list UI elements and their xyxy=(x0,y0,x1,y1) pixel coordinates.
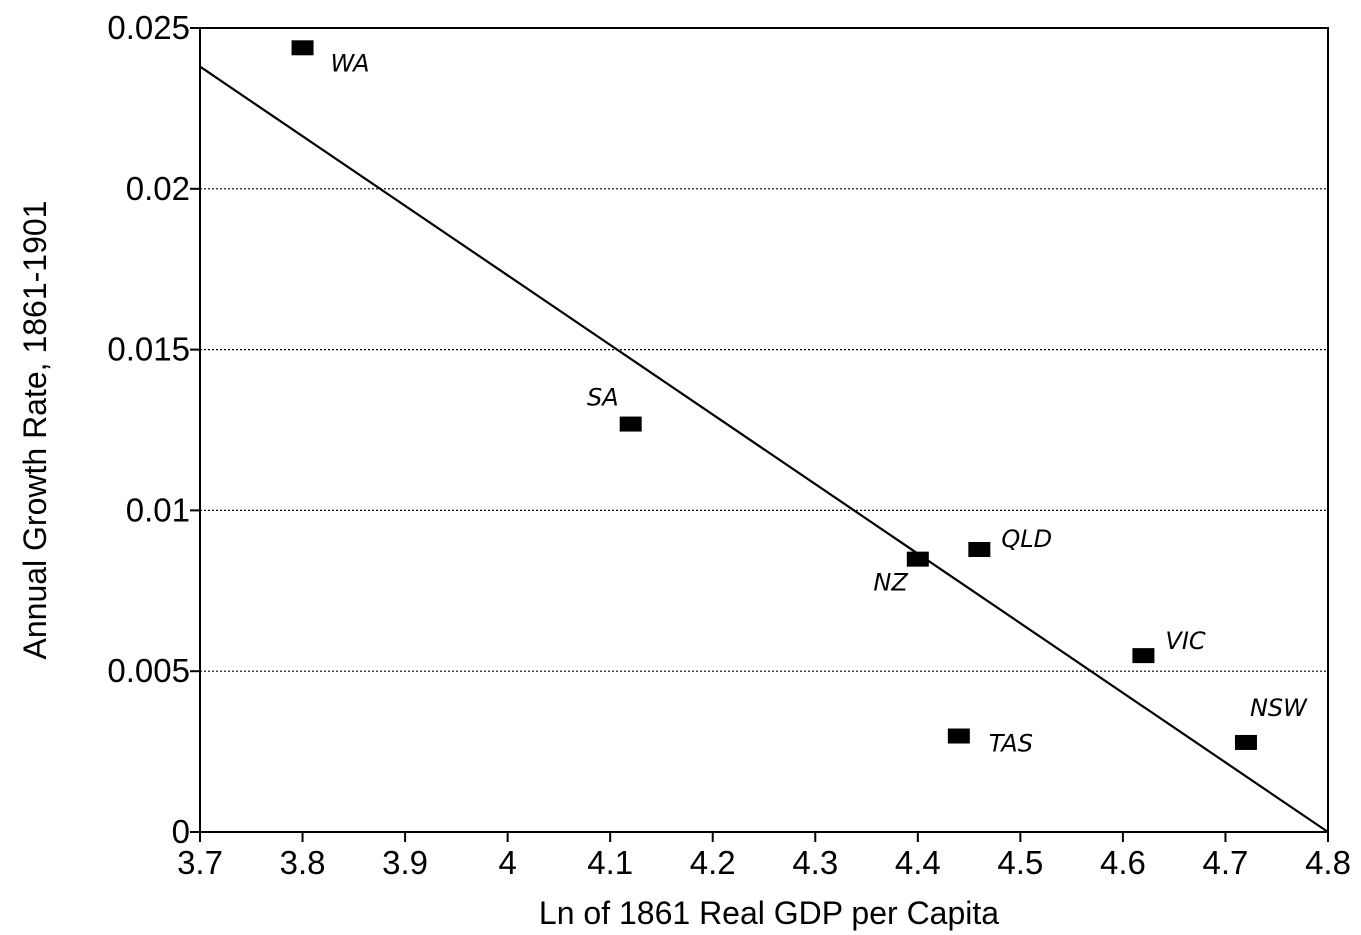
data-point-marker xyxy=(968,541,991,557)
x-tick-label: 4 xyxy=(498,844,516,881)
data-point-label: VIC xyxy=(1165,627,1205,655)
data-point-label: NZ xyxy=(873,569,908,597)
data-point-label: TAS xyxy=(989,730,1033,758)
y-axis-title: Annual Growth Rate, 1861-1901 xyxy=(17,201,53,660)
x-tick-label: 4.3 xyxy=(792,844,838,881)
x-tick-label: 4.6 xyxy=(1100,844,1146,881)
data-point-marker xyxy=(906,551,929,567)
data-point-label: QLD xyxy=(1001,525,1052,553)
axis-ticks: 0 0.005 0.01 0.015 0.02 0.025 3.7 3.8 3.9 4 4.1 4.2… xyxy=(107,9,1351,881)
data-points: WA SA NZ QLD TAS VIC NSW xyxy=(291,40,1308,758)
x-tick-label: 4.7 xyxy=(1203,844,1249,881)
y-tick-label: 0 xyxy=(172,813,190,850)
data-point-marker xyxy=(291,40,314,56)
x-axis-title: Ln of 1861 Real GDP per Capita xyxy=(539,895,999,931)
x-tick-label: 4.2 xyxy=(690,844,736,881)
data-point-label: NSW xyxy=(1250,694,1308,722)
plot-frame xyxy=(199,27,1329,833)
y-tick-label: 0.015 xyxy=(107,331,190,368)
x-tick-label: 4.8 xyxy=(1305,844,1351,881)
data-point-marker xyxy=(1234,734,1257,750)
x-tick-label: 4.1 xyxy=(587,844,633,881)
gridlines xyxy=(200,188,1328,672)
x-tick-label: 3.9 xyxy=(382,844,428,881)
trendline xyxy=(199,65,1329,833)
x-tick-label: 4.4 xyxy=(895,844,941,881)
regression-line xyxy=(199,65,1329,833)
data-point-marker xyxy=(947,728,970,744)
y-tick-label: 0.01 xyxy=(126,491,190,528)
y-tick-label: 0.005 xyxy=(107,652,190,689)
data-point-label: SA xyxy=(587,384,619,412)
x-tick-label: 3.7 xyxy=(177,844,223,881)
x-tick-label: 4.5 xyxy=(997,844,1043,881)
x-tick-label: 3.8 xyxy=(280,844,326,881)
data-point-marker xyxy=(619,416,642,432)
y-tick-label: 0.02 xyxy=(126,170,190,207)
data-point-marker xyxy=(1132,648,1155,664)
data-point-label: WA xyxy=(331,49,370,77)
y-tick-label: 0.025 xyxy=(107,9,190,46)
